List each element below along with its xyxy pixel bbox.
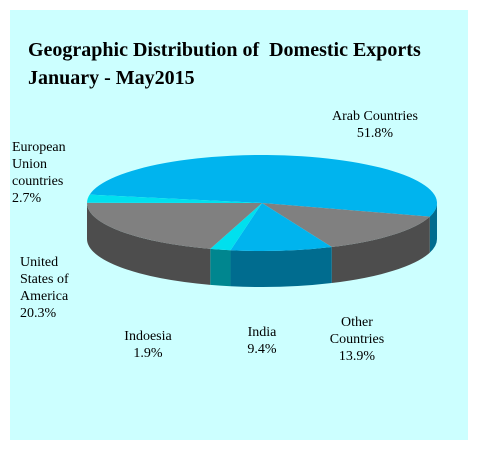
pie-tops — [86, 155, 438, 252]
value-label: 20.3% — [20, 306, 57, 321]
pie-slice — [210, 203, 262, 251]
category-label: Arab Countries — [332, 109, 418, 124]
data-label: Arab Countries 51.8% — [300, 108, 450, 142]
pie-slice-side — [210, 248, 231, 287]
category-label: European Union countries — [12, 140, 66, 189]
pie-sides — [86, 203, 437, 287]
pie-slice-side — [230, 247, 332, 287]
category-label: United States of America — [20, 255, 69, 304]
value-label: 13.9% — [338, 349, 376, 364]
data-label: Indoesia 1.9% — [118, 328, 178, 362]
value-label: 9.4% — [247, 342, 277, 357]
pie-slice-side — [86, 203, 211, 285]
category-label: Other Countries — [329, 315, 385, 347]
value-label: 1.9% — [133, 346, 163, 361]
pie-slice-side — [331, 216, 430, 284]
category-label: Indoesia — [124, 329, 172, 344]
value-label: 51.8% — [356, 126, 394, 141]
pie-slice-side — [429, 203, 437, 253]
pie-slice — [262, 203, 430, 248]
chart-title: Geographic Distribution of Domestic Expo… — [28, 39, 431, 89]
pie-slice — [89, 155, 438, 217]
data-label: European Union countries 2.7% — [12, 139, 78, 207]
value-label: 2.7% — [12, 191, 42, 206]
pie-slice — [230, 203, 332, 252]
data-label: United States of America 20.3% — [20, 254, 82, 322]
data-label: India 9.4% — [232, 324, 292, 358]
data-label: Other Countries 13.9% — [322, 314, 392, 365]
pie-slice — [87, 194, 262, 203]
pie-slice — [86, 202, 262, 249]
category-label: India — [247, 325, 277, 340]
